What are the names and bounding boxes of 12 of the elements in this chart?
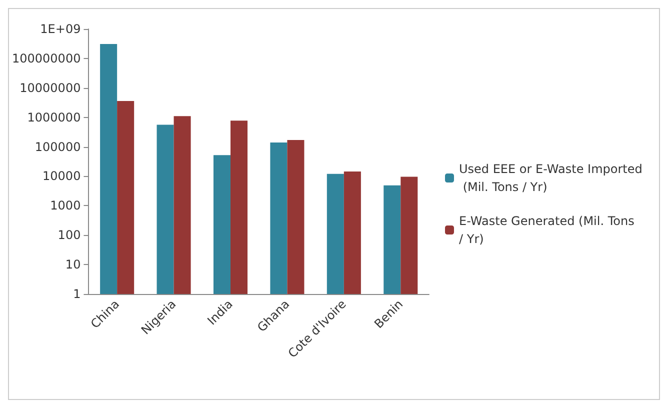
y-tick-label: 100000000 [12,51,81,66]
y-tick-label: 1E+09 [40,22,81,36]
y-tick-label: 100 [58,228,81,242]
legend-label: Used EEE or E-Waste Imported (Mil. Tons / Yr) [459,162,642,194]
legend-label: E-Waste Generated (Mil. Tons / Yr) [459,214,638,246]
y-tick-label: 1000000 [27,110,81,124]
y-tick-label: 10000 [42,169,81,184]
y-tick-label: 10000000 [20,80,81,95]
y-tick-label: 1 [73,287,81,301]
y-tick-label: 10 [65,258,81,272]
y-tick-label: 1000 [50,198,81,213]
y-tick-label: 100000 [34,140,81,154]
